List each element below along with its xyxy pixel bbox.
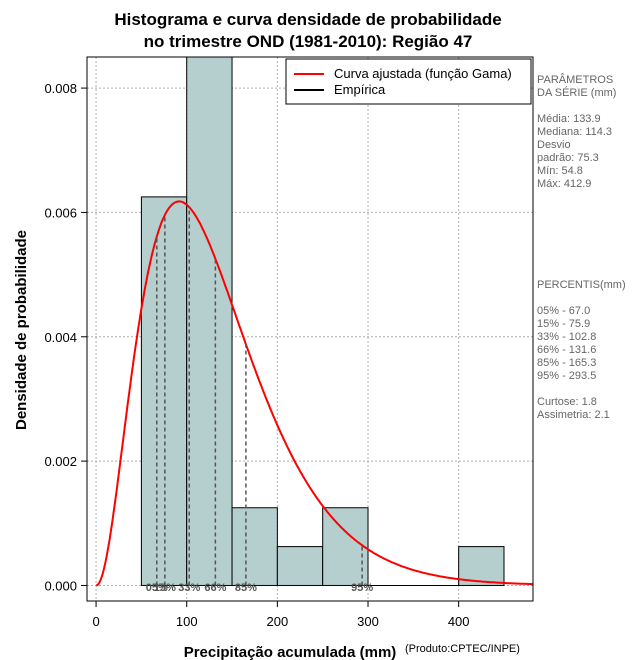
stat-desvio-value: padrão: 75.3 <box>537 152 599 164</box>
x-axis-title: Precipitação acumulada (mm) <box>184 644 397 660</box>
stat-min: Mín: 54.8 <box>537 165 583 177</box>
legend: Curva ajustada (função Gama) Empírica <box>285 58 532 105</box>
chart-title-line1: Histograma e curva densidade de probabil… <box>114 10 501 29</box>
stat-assimetria: Assimetria: 2.1 <box>537 409 610 421</box>
percentile-label-5: 95% <box>351 582 373 594</box>
stat-mediana: Mediana: 114.3 <box>537 126 613 138</box>
histogram-bar-2 <box>231 507 278 586</box>
percentile-label-1: 15% <box>154 582 176 594</box>
legend-curve-label: Curva ajustada (função Gama) <box>334 66 512 81</box>
percentile-label-2: 33% <box>178 582 200 594</box>
y-tick-label-3: 0.006 <box>44 205 77 220</box>
x-tick-label-1: 100 <box>176 614 198 629</box>
axis-ticks: 0 100 200 300 400 0.000 0.002 0.004 0.006 0.008 <box>44 81 469 629</box>
statistics-panel: PARÂMETROS DA SÉRIE (mm) Média: 133.9 Me… <box>537 74 640 422</box>
x-tick-label-0: 0 <box>92 614 99 629</box>
gamma-fit-curve <box>95 200 533 587</box>
percentile-markers: 05%15% 33% 66% 85% 95% <box>146 207 373 594</box>
y-tick-label-2: 0.004 <box>44 330 77 345</box>
stat-p85: 85% - 165.3 <box>537 357 597 369</box>
y-tick-label-4: 0.008 <box>44 81 77 96</box>
params-title-2: DA SÉRIE (mm) <box>537 87 617 99</box>
stat-p66: 66% - 131.6 <box>537 344 597 356</box>
percentile-label-3: 66% <box>204 582 226 594</box>
stat-p95: 95% - 293.5 <box>537 370 597 382</box>
histogram-bar-1 <box>186 56 233 586</box>
stat-p15: 15% - 75.9 <box>537 318 591 330</box>
stat-desvio-label: Desvio <box>537 139 571 151</box>
histogram-bar-4 <box>322 507 369 586</box>
x-tick-label-4: 400 <box>448 614 470 629</box>
histogram-bars <box>140 56 505 586</box>
percentile-label-0: 05% <box>146 582 168 594</box>
x-tick-label-3: 300 <box>357 614 379 629</box>
chart-title-line2: no trimestre OND (1981-2010): Região 47 <box>144 32 473 51</box>
y-tick-label-1: 0.002 <box>44 454 77 469</box>
stat-p05: 05% - 67.0 <box>537 305 591 317</box>
histogram-bar-0 <box>140 196 188 586</box>
histogram-bar-3 <box>276 546 324 586</box>
percentile-label-4: 85% <box>235 582 257 594</box>
histogram-bar-7 <box>458 546 505 586</box>
legend-empirical-label: Empírica <box>334 82 386 97</box>
stat-curtose: Curtose: 1.8 <box>537 396 597 408</box>
x-tick-label-2: 200 <box>267 614 289 629</box>
percentis-title: PERCENTIS(mm) <box>537 279 626 291</box>
legend-box <box>285 58 532 105</box>
y-tick-label-0: 0.000 <box>44 578 77 593</box>
params-title-1: PARÂMETROS <box>537 74 614 86</box>
stat-p33: 33% - 102.8 <box>537 331 597 343</box>
plot-frame <box>86 56 534 602</box>
credit-text: (Produto:CPTEC/INPE) <box>405 643 520 655</box>
stat-media: Média: 133.9 <box>537 113 601 125</box>
y-axis-title: Densidade de probabilidade <box>13 230 30 430</box>
stat-max: Máx: 412.9 <box>537 178 592 190</box>
